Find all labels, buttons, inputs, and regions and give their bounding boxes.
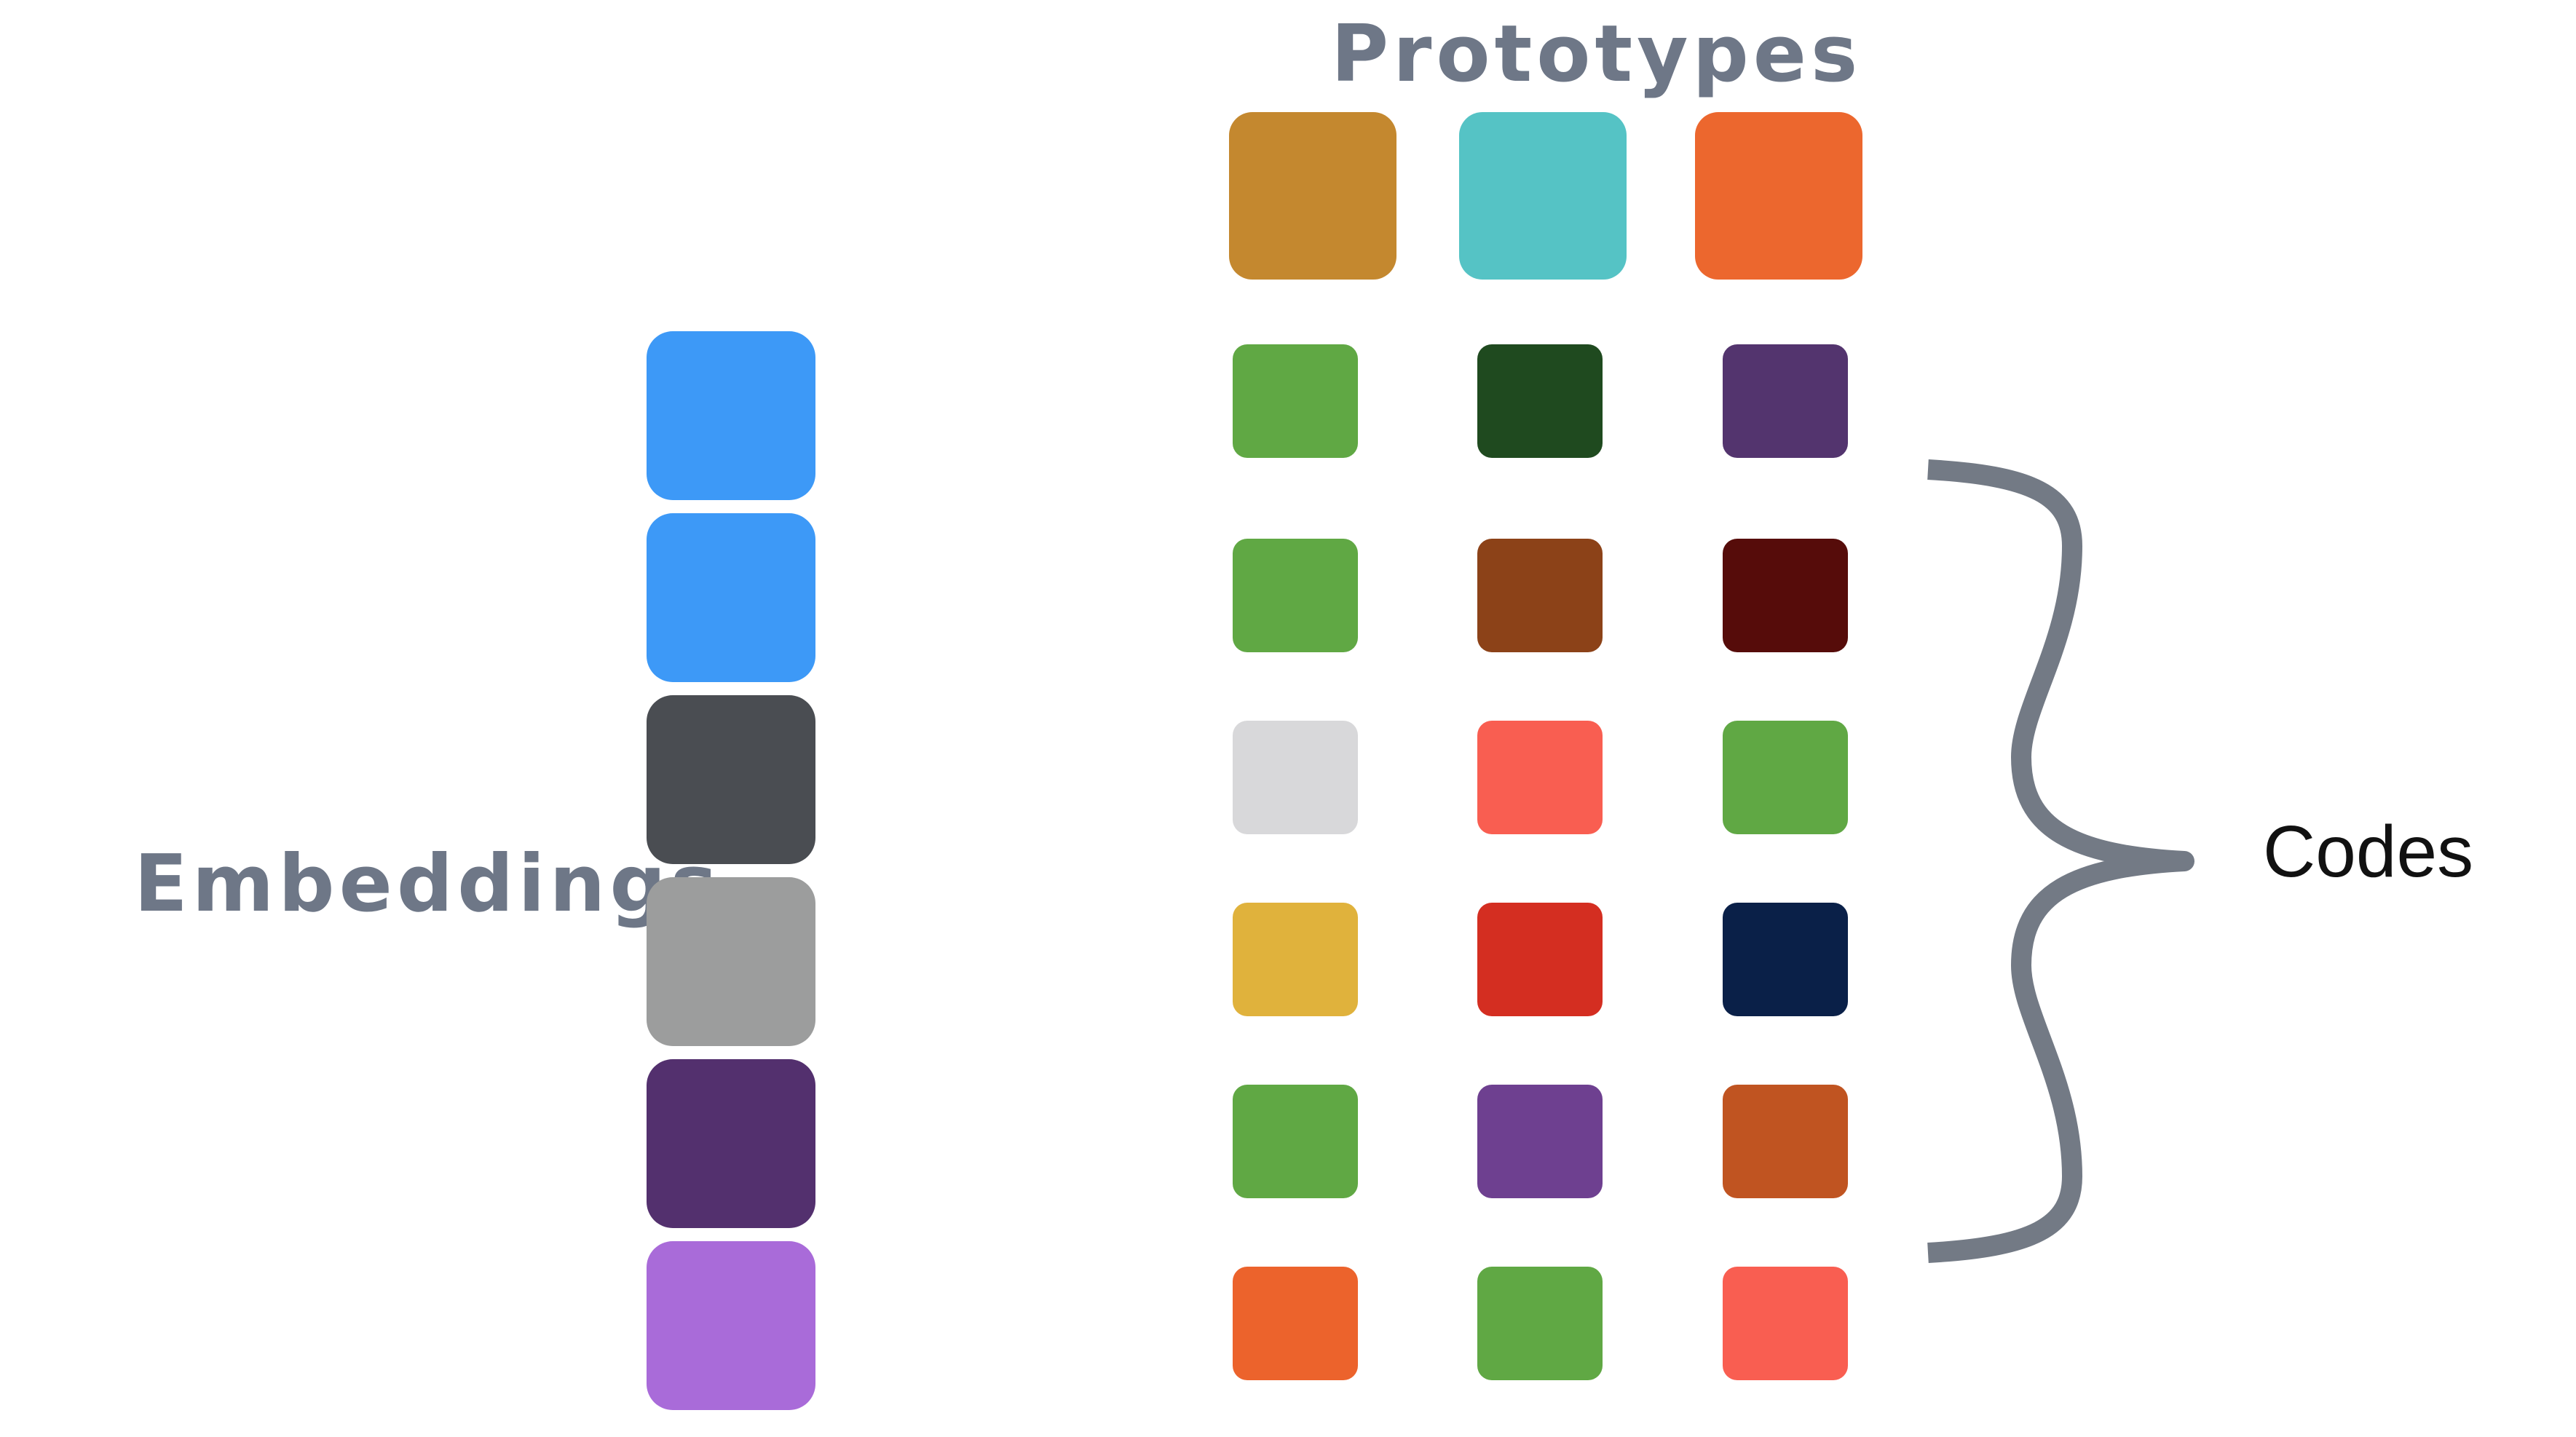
code-square-r6-c3 (1723, 1267, 1848, 1380)
code-square-r5-c1 (1233, 1085, 1358, 1198)
code-square-r3-c1 (1233, 721, 1358, 834)
code-square-r2-c3 (1723, 539, 1848, 652)
curly-brace-icon (1927, 459, 2194, 1263)
codes-label: Codes (2263, 811, 2474, 892)
code-square-r6-c1 (1233, 1267, 1358, 1380)
code-square-r5-c2 (1477, 1085, 1603, 1198)
curly-brace-path (1927, 459, 2194, 1263)
embedding-square-3 (647, 695, 815, 864)
code-square-r3-c2 (1477, 721, 1603, 834)
code-square-r3-c3 (1723, 721, 1848, 834)
code-square-r1-c3 (1723, 344, 1848, 458)
code-square-r6-c2 (1477, 1267, 1603, 1380)
embeddings-label: Embeddings (134, 839, 722, 930)
prototype-square-1 (1229, 112, 1396, 280)
code-square-r1-c2 (1477, 344, 1603, 458)
prototypes-title: Prototypes (1331, 9, 1862, 100)
embedding-square-4 (647, 877, 815, 1046)
code-square-r2-c2 (1477, 539, 1603, 652)
prototype-square-3 (1695, 112, 1862, 280)
embedding-square-1 (647, 331, 815, 500)
code-square-r1-c1 (1233, 344, 1358, 458)
code-square-r4-c2 (1477, 903, 1603, 1016)
code-square-r5-c3 (1723, 1085, 1848, 1198)
code-square-r4-c3 (1723, 903, 1848, 1016)
embedding-square-2 (647, 513, 815, 682)
embedding-square-6 (647, 1241, 815, 1410)
prototype-square-2 (1459, 112, 1627, 280)
code-square-r2-c1 (1233, 539, 1358, 652)
embedding-square-5 (647, 1059, 815, 1228)
code-square-r4-c1 (1233, 903, 1358, 1016)
